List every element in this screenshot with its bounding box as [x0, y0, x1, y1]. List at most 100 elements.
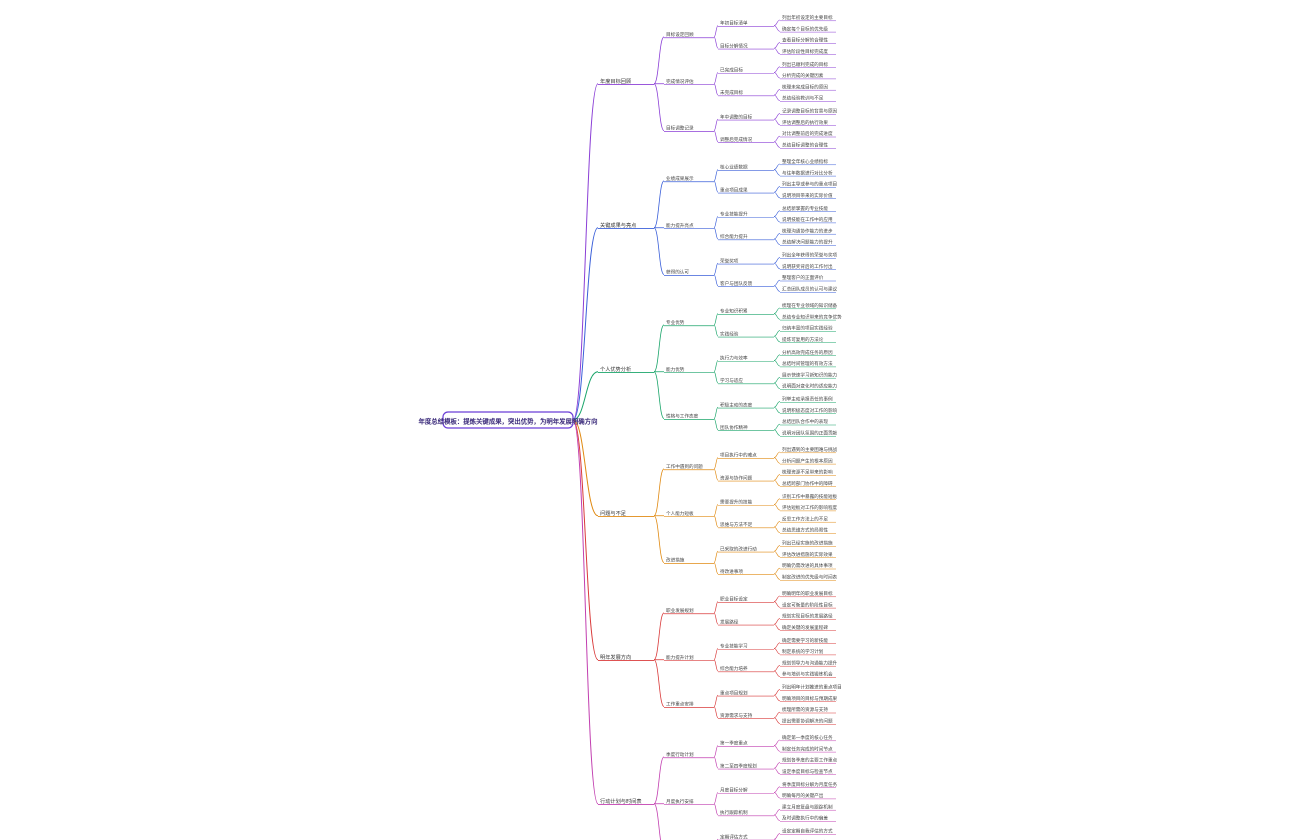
leaf-topic[interactable]: 分析完成的关键因素 — [782, 72, 824, 79]
leaf-topic[interactable]: 确定关键的发展里程碑 — [782, 624, 828, 631]
leaf-topic[interactable]: 评估短板对工作的影响程度 — [782, 504, 838, 511]
leaf-topic[interactable]: 总结跨部门协作中的障碍 — [782, 480, 833, 487]
leaf-topic[interactable]: 提出需要协调解决的问题 — [782, 718, 833, 725]
leaf-topic[interactable]: 列出明年计划推进的重点项目 — [782, 684, 842, 691]
sub-topic[interactable]: 改进措施 — [666, 557, 685, 564]
branch-topic[interactable]: 明年发展方向 — [600, 653, 631, 661]
branch-topic[interactable]: 关键成果与亮点 — [600, 221, 636, 229]
leaf-topic[interactable]: 说明项目带来的实际价值 — [782, 192, 833, 199]
sub-topic[interactable]: 目标设定回顾 — [666, 31, 694, 38]
leaf-topic[interactable]: 评估阶段性目标完成度 — [782, 48, 828, 55]
leaf-topic[interactable]: 列出已经实施的改进措施 — [782, 540, 833, 547]
item-topic[interactable]: 荣誉奖项 — [720, 257, 739, 264]
leaf-topic[interactable]: 列出遇到的主要困难与挑战 — [782, 446, 838, 453]
leaf-topic[interactable]: 总结目标调整的合理性 — [782, 142, 828, 149]
item-topic[interactable]: 客户与团队反馈 — [720, 280, 753, 287]
item-topic[interactable]: 目标分解情况 — [720, 42, 748, 49]
leaf-topic[interactable]: 展示快速学习新知识的能力 — [782, 371, 838, 378]
item-topic[interactable]: 职业目标设定 — [720, 596, 748, 603]
sub-topic[interactable]: 职业发展规划 — [666, 607, 694, 614]
sub-topic[interactable]: 性格与工作态度 — [666, 413, 699, 420]
branch-topic[interactable]: 行动计划与时间表 — [600, 797, 642, 805]
branch-topic[interactable]: 问题与不足 — [600, 509, 626, 517]
sub-topic[interactable]: 完成情况评估 — [666, 78, 694, 85]
leaf-topic[interactable]: 确定第一季度的核心任务 — [782, 734, 833, 741]
leaf-topic[interactable]: 规划领导力与沟通能力提升 — [782, 659, 838, 666]
leaf-topic[interactable]: 说明对团队氛围的正面贡献 — [782, 430, 838, 437]
item-topic[interactable]: 团队协作精神 — [720, 424, 748, 431]
item-topic[interactable]: 资源与协作问题 — [720, 474, 753, 481]
leaf-topic[interactable]: 识别工作中暴露的技能短板 — [782, 493, 838, 500]
leaf-topic[interactable]: 总结时间管理的有效方法 — [782, 360, 833, 367]
leaf-topic[interactable]: 记录调整目标的背景与原因 — [782, 108, 838, 115]
leaf-topic[interactable]: 规划实现目标的发展路径 — [782, 613, 833, 620]
leaf-topic[interactable]: 明确明年的职业发展目标 — [782, 590, 833, 597]
item-topic[interactable]: 月度目标分解 — [720, 786, 748, 793]
leaf-topic[interactable]: 总结专业知识带来的竞争优势 — [782, 313, 842, 320]
item-topic[interactable]: 执行力与效率 — [720, 354, 748, 361]
item-topic[interactable]: 执行跟踪机制 — [720, 809, 748, 816]
leaf-topic[interactable]: 说明积极态度对工作的影响 — [782, 407, 838, 414]
item-topic[interactable]: 综合能力提升 — [720, 233, 748, 240]
leaf-topic[interactable]: 列出已顺利完成的目标 — [782, 61, 828, 68]
branch-topic[interactable]: 个人优势分析 — [600, 365, 631, 373]
leaf-topic[interactable]: 说明获奖背后的工作付出 — [782, 263, 833, 270]
item-topic[interactable]: 学习与适应 — [720, 377, 743, 384]
item-topic[interactable]: 第二至四季度规划 — [720, 762, 757, 769]
item-topic[interactable]: 年中调整的目标 — [720, 113, 753, 120]
leaf-topic[interactable]: 总结新掌握的专业技能 — [782, 205, 828, 212]
leaf-topic[interactable]: 制定系统的学习计划 — [782, 648, 824, 655]
sub-topic[interactable]: 个人能力短板 — [666, 510, 694, 517]
item-topic[interactable]: 综合能力培养 — [720, 665, 748, 672]
item-topic[interactable]: 专业技能提升 — [720, 210, 748, 217]
leaf-topic[interactable]: 明确每月的关键产出 — [782, 792, 824, 799]
item-topic[interactable]: 思维与方法不足 — [720, 521, 753, 528]
leaf-topic[interactable]: 明确项目的目标与预期成果 — [782, 695, 838, 702]
leaf-topic[interactable]: 设定定期自我评估的方式 — [782, 828, 833, 835]
root-node[interactable]: 年度总结模板：提炼关键成果，突出优势，为明年发展明确方向 — [419, 411, 598, 429]
item-topic[interactable]: 专业技能学习 — [720, 642, 748, 649]
leaf-topic[interactable]: 汇总团队成员的认可与建议 — [782, 286, 838, 293]
leaf-topic[interactable]: 列举主动承担责任的事例 — [782, 396, 833, 403]
item-topic[interactable]: 资源需求与支持 — [720, 712, 753, 719]
leaf-topic[interactable]: 确定需要学习的新技能 — [782, 637, 828, 644]
sub-topic[interactable]: 专业优势 — [666, 319, 685, 326]
item-topic[interactable]: 定期评估方式 — [720, 833, 748, 840]
item-topic[interactable]: 需要提升的技能 — [720, 498, 753, 505]
leaf-topic[interactable]: 梳理所需的资源与支持 — [782, 706, 828, 713]
item-topic[interactable]: 核心业绩数据 — [720, 164, 748, 171]
leaf-topic[interactable]: 制定任务完成的时间节点 — [782, 745, 833, 752]
leaf-topic[interactable]: 评估调整后的执行效果 — [782, 119, 828, 126]
branch-topic[interactable]: 年度目标回顾 — [600, 77, 631, 85]
sub-topic[interactable]: 工作中遇到的问题 — [666, 463, 703, 470]
item-topic[interactable]: 待改进事项 — [720, 568, 743, 575]
leaf-topic[interactable]: 梳理资源不足带来的影响 — [782, 469, 833, 476]
sub-topic[interactable]: 月度执行安排 — [666, 798, 694, 805]
leaf-topic[interactable]: 分析高效完成任务的原因 — [782, 349, 833, 356]
leaf-topic[interactable]: 设定可衡量的阶段性目标 — [782, 601, 833, 608]
leaf-topic[interactable]: 总结团队合作中的表现 — [782, 418, 828, 425]
leaf-topic[interactable]: 明确仍需改进的具体事项 — [782, 562, 833, 569]
item-topic[interactable]: 积极主动的态度 — [720, 401, 753, 408]
item-topic[interactable]: 发展路径 — [720, 618, 739, 625]
leaf-topic[interactable]: 总结解决问题能力的提升 — [782, 239, 833, 246]
leaf-topic[interactable]: 与往年数据进行对比分析 — [782, 169, 833, 176]
item-topic[interactable]: 实践经验 — [720, 330, 739, 337]
leaf-topic[interactable]: 提炼可复用的方法论 — [782, 336, 824, 343]
item-topic[interactable]: 未完成目标 — [720, 89, 743, 96]
sub-topic[interactable]: 业绩成果展示 — [666, 175, 694, 182]
leaf-topic[interactable]: 梳理未完成目标的原因 — [782, 83, 828, 90]
leaf-topic[interactable]: 归纳丰富的项目实践经验 — [782, 325, 833, 332]
item-topic[interactable]: 项目执行中的难点 — [720, 452, 757, 459]
leaf-topic[interactable]: 确定每个目标的优先级 — [782, 25, 828, 32]
leaf-topic[interactable]: 总结经验教训与不足 — [782, 95, 824, 102]
item-topic[interactable]: 调整后完成情况 — [720, 136, 753, 143]
item-topic[interactable]: 专业知识积累 — [720, 308, 748, 315]
leaf-topic[interactable]: 将季度目标分解为月度任务 — [782, 781, 838, 788]
leaf-topic[interactable]: 梳理在专业领域的知识储备 — [782, 302, 838, 309]
item-topic[interactable]: 重点项目成果 — [720, 186, 748, 193]
item-topic[interactable]: 年初目标清单 — [720, 20, 748, 27]
leaf-topic[interactable]: 列出全年获得的荣誉与奖项 — [782, 252, 838, 259]
item-topic[interactable]: 重点项目规划 — [720, 689, 748, 696]
sub-topic[interactable]: 目标调整记录 — [666, 125, 694, 132]
